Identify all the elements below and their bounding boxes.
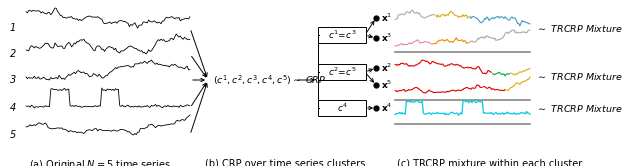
Text: $\mathbf{x}^2$: $\mathbf{x}^2$	[381, 62, 392, 74]
Text: $c^4$: $c^4$	[337, 102, 348, 114]
Text: 3: 3	[10, 75, 16, 85]
Text: $\sim$ TRCRP Mixture: $\sim$ TRCRP Mixture	[536, 23, 623, 34]
Text: (c) TRCRP mixture within each cluster: (c) TRCRP mixture within each cluster	[397, 158, 582, 166]
Text: 5: 5	[10, 130, 16, 140]
Text: 1: 1	[10, 23, 16, 33]
Text: $\mathbf{x}^4$: $\mathbf{x}^4$	[381, 102, 392, 114]
FancyBboxPatch shape	[318, 64, 366, 80]
Text: (a) Original $N=5$ time series: (a) Original $N=5$ time series	[29, 158, 171, 166]
Text: $\mathbf{x}^1$: $\mathbf{x}^1$	[381, 12, 392, 24]
Text: $c^2\!=\!c^5$: $c^2\!=\!c^5$	[328, 66, 356, 78]
Text: 4: 4	[10, 103, 16, 113]
Text: (b) CRP over time series clusters: (b) CRP over time series clusters	[205, 158, 365, 166]
Text: $(c^1, c^2, c^3, c^4, c^5) \sim$ CRP: $(c^1, c^2, c^3, c^4, c^5) \sim$ CRP	[213, 73, 326, 87]
Text: $\sim$ TRCRP Mixture: $\sim$ TRCRP Mixture	[536, 102, 623, 114]
Text: $\mathbf{x}^5$: $\mathbf{x}^5$	[381, 79, 392, 91]
Text: $c^1\!=\!c^3$: $c^1\!=\!c^3$	[328, 29, 356, 41]
Text: $\mathbf{x}^3$: $\mathbf{x}^3$	[381, 32, 392, 44]
Text: 2: 2	[10, 49, 16, 59]
Text: $\sim$ TRCRP Mixture: $\sim$ TRCRP Mixture	[536, 71, 623, 82]
FancyBboxPatch shape	[318, 27, 366, 43]
FancyBboxPatch shape	[318, 100, 366, 116]
